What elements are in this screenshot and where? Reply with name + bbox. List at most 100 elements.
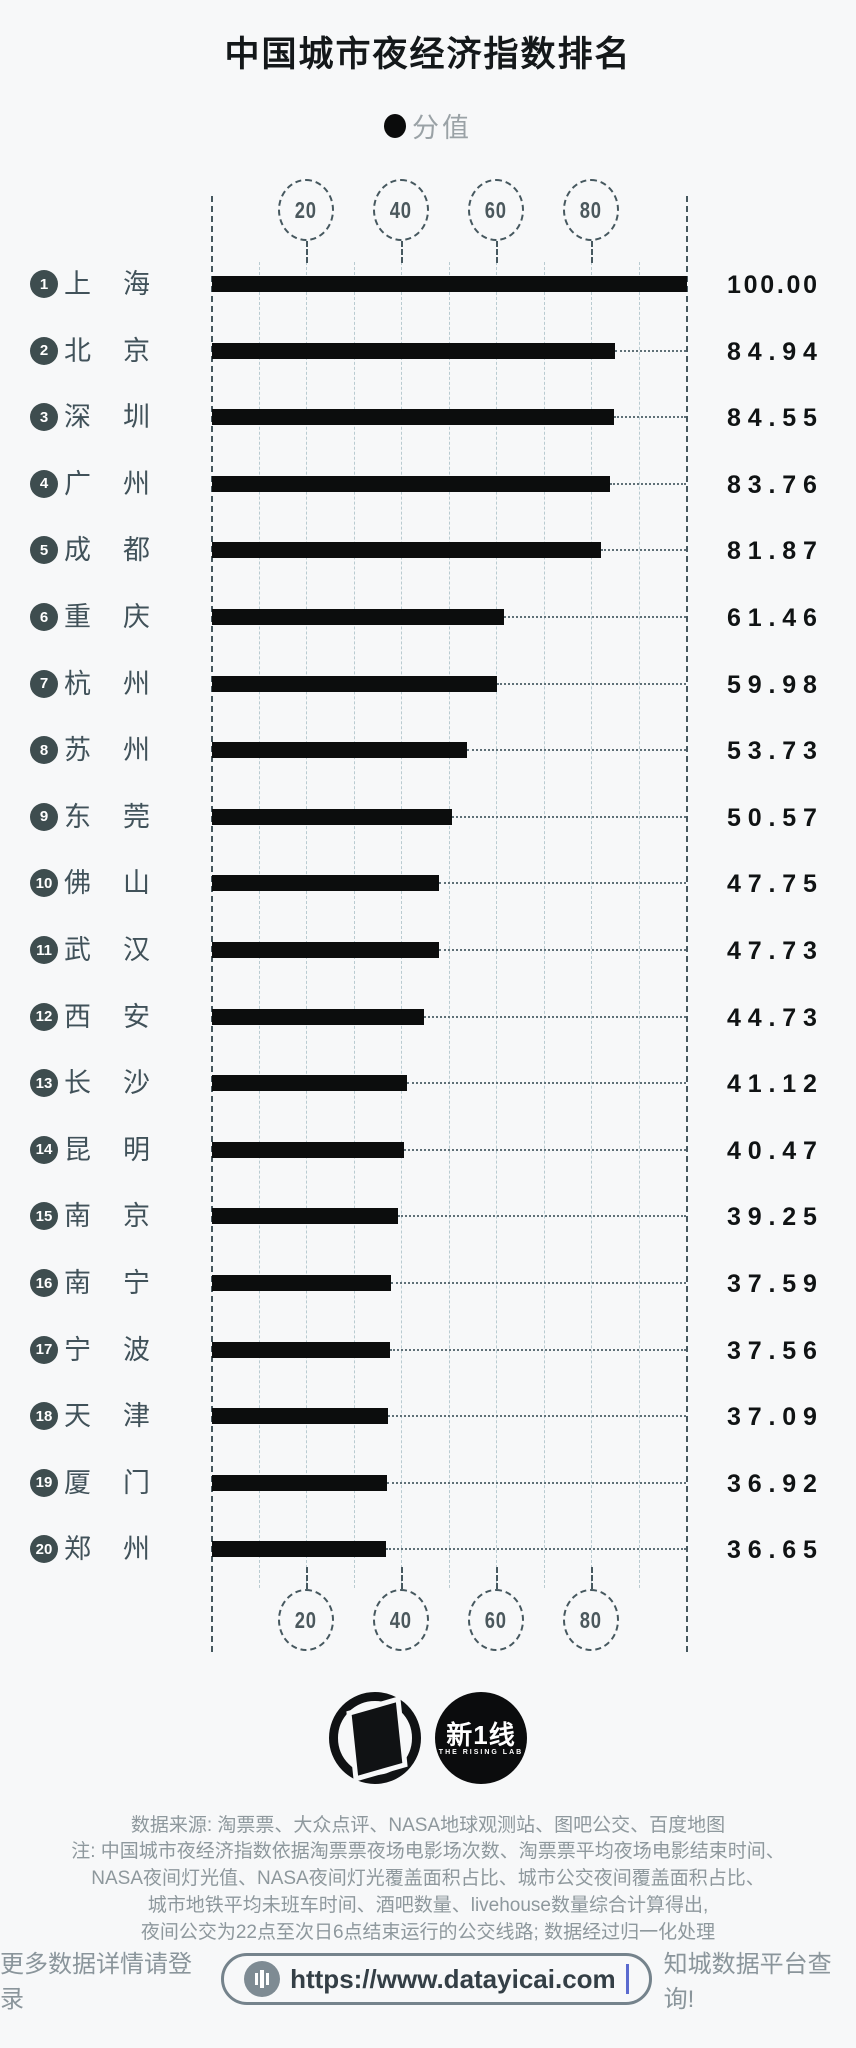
score-value-char: 3 (727, 1536, 741, 1565)
rank-badge: 12 (30, 1002, 58, 1031)
score-bar (212, 742, 468, 759)
bar-axis-connector (438, 949, 686, 951)
axis-tick-stub (496, 1567, 498, 1589)
city-label-char: 州 (123, 735, 150, 766)
score-bar (212, 1408, 389, 1425)
score-value-char: 7 (782, 737, 797, 766)
score-value-char: 9 (803, 1403, 817, 1432)
score-value-char: 3 (747, 470, 762, 499)
rank-badge: 19 (30, 1468, 58, 1497)
city-label-char: 西 (64, 1001, 91, 1032)
city-label-char: 广 (64, 468, 91, 499)
bar-axis-connector (609, 482, 686, 485)
score-value-char: 7 (747, 1270, 762, 1298)
score-value-char: 7 (747, 937, 762, 965)
city-label-char: 长 (64, 1068, 91, 1099)
score-value-char: . (768, 337, 776, 366)
score-value-char: 7 (803, 1136, 817, 1165)
city-label: 西安 (64, 1003, 150, 1031)
city-label-char: 宁 (123, 1268, 150, 1298)
score-value-char: 8 (727, 470, 741, 499)
datayicai-url-pill[interactable]: https://www.datayicai.com (221, 1953, 652, 2005)
score-value-char: 7 (747, 870, 762, 899)
city-label: 重庆 (64, 603, 150, 631)
city-label-char: 庆 (123, 602, 150, 632)
city-label-char: 波 (123, 1334, 150, 1365)
score-value-char: 7 (803, 537, 817, 566)
score-value-char: 3 (803, 737, 817, 766)
score-value-char: 5 (803, 1536, 817, 1565)
rising-lab-cn-label: 新1线 (446, 1719, 516, 1750)
score-bar (212, 276, 687, 292)
note-line: 城市地铁平均未班车时间、酒吧数量、livehouse数量综合计算得出, (147, 1895, 709, 1916)
data-source-line: 数据来源: 淘票票、大众点评、NASA地球观测站、图吧公交、百度地图 (130, 1815, 726, 1836)
gridline (591, 262, 592, 1588)
city-label-char: 莞 (123, 801, 150, 832)
score-value-char: . (768, 1070, 776, 1099)
axis-tick-circle: 40 (373, 1589, 429, 1651)
city-label-char: 州 (123, 1534, 150, 1565)
axis-tick-stub (591, 241, 593, 263)
city-label-char: 宁 (64, 1334, 91, 1365)
score-value-char: 6 (747, 1469, 762, 1498)
axis-boundary-line (211, 196, 213, 1652)
score-value-char: 4 (782, 604, 797, 632)
datayicai-url-text[interactable]: https://www.datayicai.com (290, 1963, 616, 1994)
bar-axis-connector (407, 1082, 686, 1085)
city-label: 宁波 (64, 1336, 150, 1364)
city-label: 长沙 (64, 1069, 150, 1097)
score-bar (212, 875, 439, 892)
cta-bar: 更多数据详情请登录 https://www.datayicai.com 知城数据… (0, 1944, 856, 2014)
score-value-char: 9 (782, 670, 797, 699)
score-value-char: 6 (747, 1536, 762, 1565)
score-value-char: 2 (803, 1469, 817, 1498)
rank-badge: 3 (30, 403, 58, 432)
score-value-char: 9 (803, 1270, 817, 1298)
score-value-char: 2 (782, 1203, 797, 1232)
city-label-char: 海 (123, 269, 150, 299)
score-value-char: 1 (747, 537, 762, 566)
axis-tick-label: 20 (294, 1606, 318, 1633)
score-bar (212, 1141, 405, 1158)
score-bar (212, 808, 453, 825)
city-label-char: 佛 (64, 868, 91, 899)
score-value-char: 5 (727, 803, 741, 832)
score-value-char: 5 (803, 404, 817, 433)
score-value-char: 0 (782, 1403, 797, 1432)
bar-axis-connector (452, 815, 686, 818)
rank-badge: 1 (30, 270, 58, 298)
city-label: 北京 (64, 337, 150, 365)
score-value-char: . (768, 1203, 776, 1232)
score-value-char: 0 (786, 271, 801, 299)
score-bar (212, 1541, 387, 1558)
rising-lab-en-label: THE RISING LAB (438, 1748, 524, 1756)
logo-row: 新1线 THE RISING LAB (0, 1692, 856, 1784)
city-label-char: 北 (64, 335, 91, 366)
axis-tick-circle: 20 (278, 179, 334, 241)
score-value-char: 9 (782, 337, 797, 366)
axis-tick-circle: 60 (468, 1589, 524, 1651)
gridline (306, 262, 307, 1588)
bar-axis-connector (387, 1481, 686, 1484)
gridline (448, 262, 450, 1588)
rank-badge: 9 (30, 802, 58, 831)
city-label-char: 京 (123, 1201, 150, 1232)
rank-badge: 18 (30, 1402, 58, 1431)
score-value-char: 6 (782, 1536, 797, 1565)
score-value-char: . (768, 604, 776, 632)
gridline (258, 262, 260, 1588)
score-bar (212, 475, 610, 492)
score-bar (212, 609, 504, 625)
axis-tick-stub (401, 241, 403, 263)
score-bar (212, 409, 614, 426)
